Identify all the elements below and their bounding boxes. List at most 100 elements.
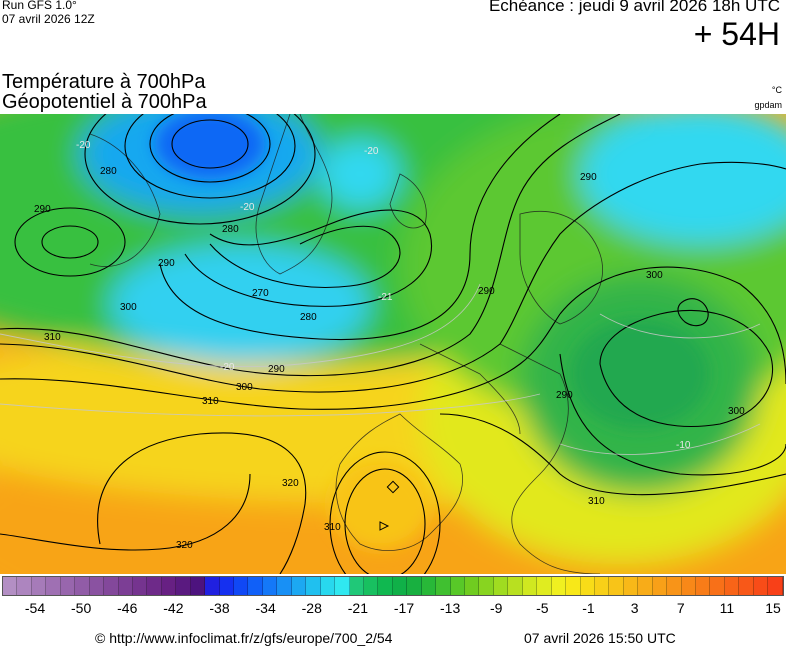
colorbar-cell	[205, 577, 220, 595]
contour-labels: 280 290 290 280 270 280 300 310 290 300 …	[34, 166, 745, 551]
unit-geopotential: gpdam	[754, 100, 782, 110]
colorbar-cell	[335, 577, 350, 595]
colorbar-cell	[320, 577, 336, 595]
coastlines	[89, 114, 603, 574]
high-pressure-marker	[386, 480, 400, 494]
colorbar-cell	[623, 577, 639, 595]
contour-label: 300	[728, 406, 745, 417]
colorbar-tick-label: -42	[163, 600, 184, 616]
footer-source-url: © http://www.infoclimat.fr/z/gfs/europe/…	[95, 630, 393, 646]
colorbar-tick-label: -13	[440, 600, 461, 616]
colorbar-tick-label: 3	[630, 600, 639, 616]
contour-label: 310	[202, 396, 219, 407]
isotherm-label: -10	[676, 440, 691, 451]
colorbar-cell	[277, 577, 292, 595]
colorbar-cell	[46, 577, 61, 595]
colorbar-tick-label: 7	[676, 600, 685, 616]
temperature-colorbar	[2, 576, 784, 596]
run-date: 07 avril 2026 12Z	[2, 12, 95, 26]
colorbar-cell	[465, 577, 480, 595]
colorbar-cell	[306, 577, 321, 595]
colorbar-cell	[508, 577, 523, 595]
isotherm-label: -20	[364, 146, 379, 157]
colorbar-tick-label: -21	[347, 600, 368, 616]
colorbar-tick-label: -17	[393, 600, 415, 616]
contour-label: 280	[300, 312, 317, 323]
colorbar-cell	[31, 577, 47, 595]
forecast-lead-time: + 54H	[693, 16, 780, 52]
colorbar-cell	[652, 577, 668, 595]
colorbar-cell	[479, 577, 494, 595]
colorbar-cell	[118, 577, 133, 595]
colorbar-cell	[349, 577, 364, 595]
colorbar-cell	[436, 577, 451, 595]
colorbar-cell	[681, 577, 696, 595]
colorbar-cell	[407, 577, 422, 595]
colorbar-cell	[190, 577, 206, 595]
colorbar-cell	[421, 577, 437, 595]
isotherm-labels: -20 -20 -20 -21 -20 -10	[76, 140, 691, 451]
colorbar-tick-label: -38	[209, 600, 230, 616]
colorbar-cell	[60, 577, 76, 595]
contour-label: 290	[556, 390, 573, 401]
colorbar-tick-label: -1	[582, 600, 595, 616]
footer-generated-date: 07 avril 2026 15:50 UTC	[524, 630, 676, 646]
low-pressure-marker	[379, 521, 390, 531]
colorbar-cell	[724, 577, 740, 595]
colorbar-cell	[291, 577, 307, 595]
colorbar-cell	[234, 577, 249, 595]
contour-label: 300	[646, 270, 663, 281]
isotherm-label: -20	[76, 140, 91, 151]
colorbar-cell	[696, 577, 711, 595]
colorbar-tick-label: -54	[24, 600, 46, 616]
colorbar-tick-label: -46	[117, 600, 138, 616]
colorbar-tick-label: -34	[255, 600, 276, 616]
colorbar-cell	[176, 577, 191, 595]
map-title-geopotential: Géopotentiel à 700hPa	[2, 91, 207, 113]
colorbar-cell	[262, 577, 278, 595]
colorbar-cell	[566, 577, 581, 595]
contour-label: 310	[588, 496, 605, 507]
colorbar-cell	[450, 577, 465, 595]
colorbar-cell	[580, 577, 595, 595]
contour-label: 310	[324, 522, 341, 533]
contour-label: 300	[236, 382, 253, 393]
colorbar-tick-label: -50	[71, 600, 92, 616]
colorbar-cell	[594, 577, 610, 595]
colorbar-cell	[638, 577, 653, 595]
temperature-field	[0, 114, 786, 574]
colorbar-cell	[493, 577, 509, 595]
isotherm-label: -21	[378, 292, 393, 303]
weather-map: 280 290 290 280 270 280 300 310 290 300 …	[0, 114, 786, 574]
colorbar-cell	[75, 577, 90, 595]
colorbar-tick-label: -28	[301, 600, 322, 616]
colorbar-cell	[3, 577, 18, 595]
colorbar-cell	[667, 577, 682, 595]
map-title-temperature: Température à 700hPa	[2, 71, 206, 93]
colorbar-tick-label: 15	[765, 600, 781, 616]
colorbar-ticks: -54 -50 -46 -42 -38 -34 -28 -21 -17 -13 -9 -5 -1 3 7 11…	[0, 600, 786, 618]
colorbar-cell	[89, 577, 105, 595]
colorbar-cell	[17, 577, 32, 595]
isotherm-label: -20	[220, 362, 235, 373]
colorbar-cell	[392, 577, 408, 595]
colorbar-tick-label: -9	[490, 600, 503, 616]
unit-temperature: °C	[771, 85, 782, 95]
colorbar-cell	[753, 577, 769, 595]
colorbar-cell	[522, 577, 538, 595]
colorbar-cell	[609, 577, 624, 595]
colorbar-tick-label: -5	[536, 600, 549, 616]
colorbar-cell	[147, 577, 162, 595]
contour-label: 320	[176, 540, 193, 551]
colorbar-cell	[551, 577, 567, 595]
contour-label: 290	[478, 286, 495, 297]
colorbar-cell	[739, 577, 754, 595]
contour-label: 290	[580, 172, 597, 183]
contour-label: 310	[44, 332, 61, 343]
colorbar-cell	[768, 577, 783, 595]
colorbar-tick-label: 11	[719, 600, 735, 616]
colorbar-cell	[537, 577, 552, 595]
run-title: Run GFS 1.0°	[2, 0, 77, 12]
contour-label: 290	[34, 204, 51, 215]
geopotential-contours	[0, 114, 786, 574]
